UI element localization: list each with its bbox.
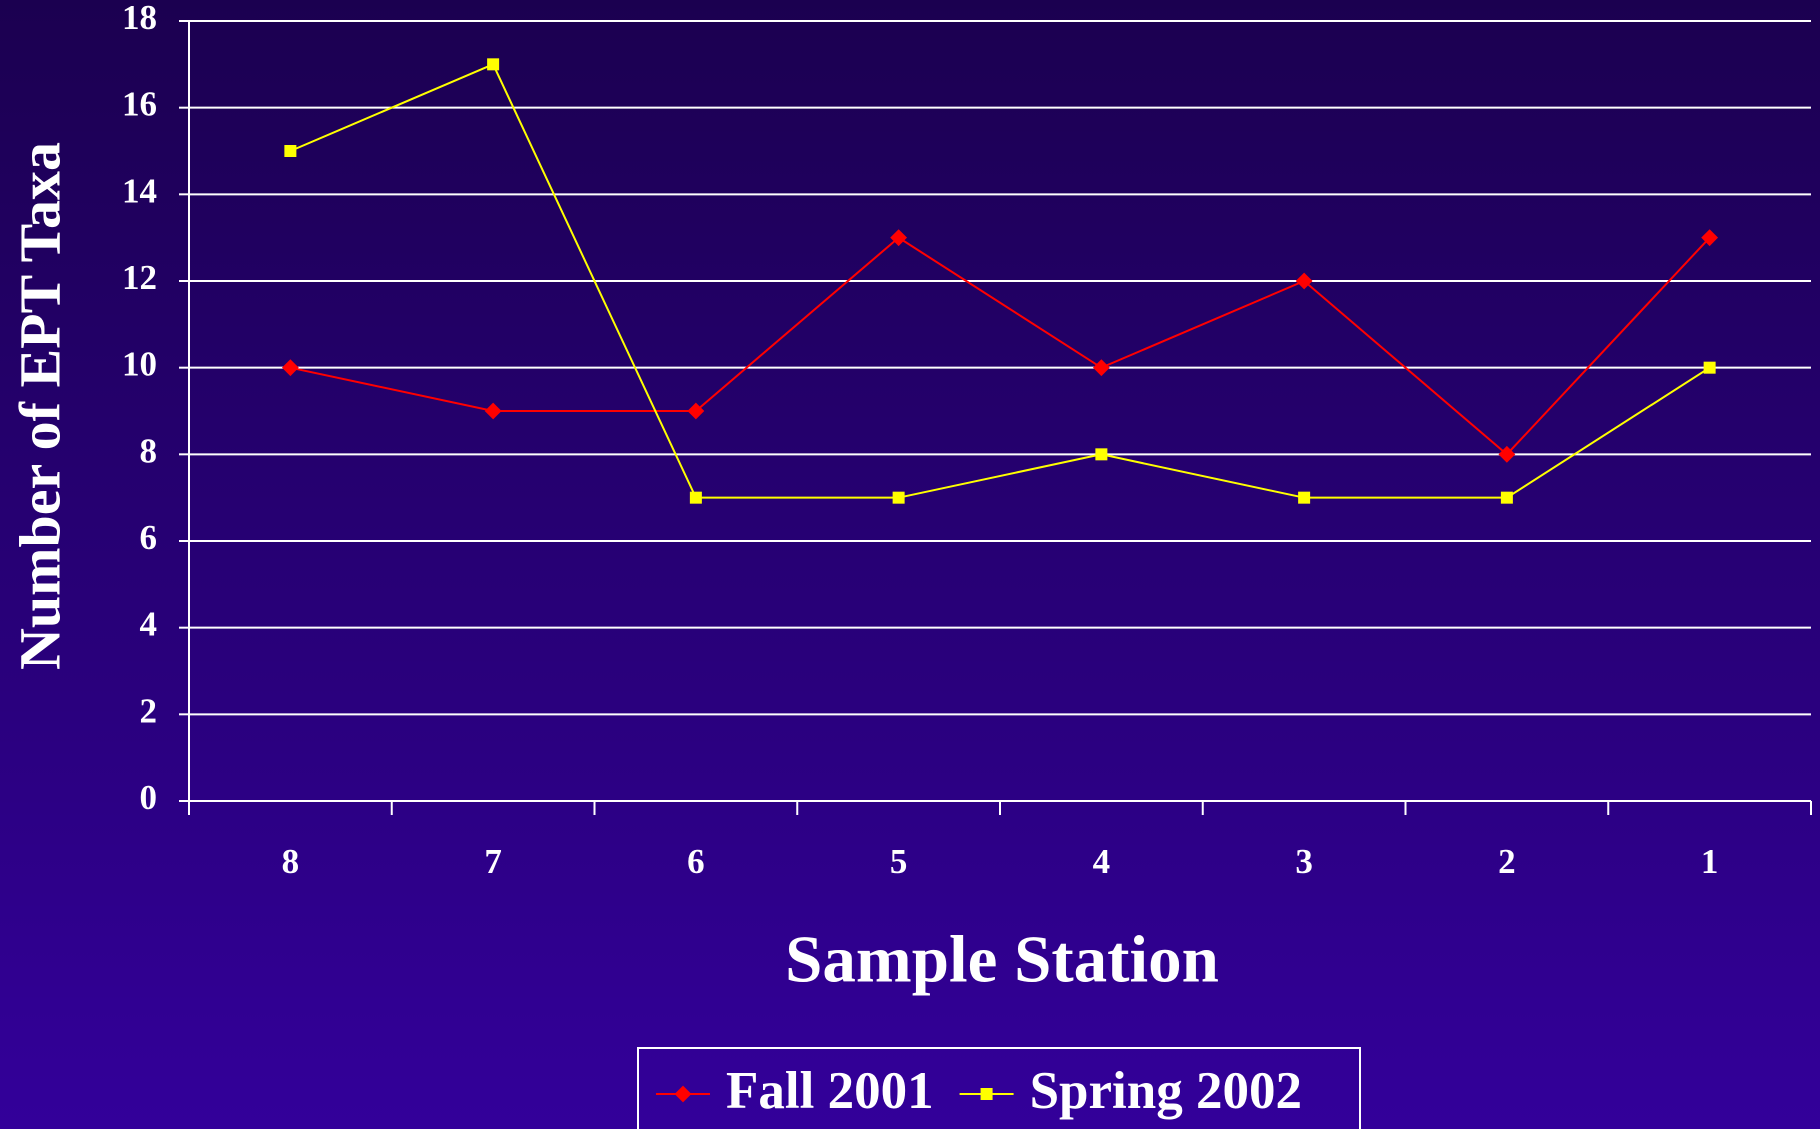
legend-box	[637, 1047, 1361, 1129]
data-point	[1701, 229, 1719, 247]
x-tick-label: 4	[1093, 842, 1111, 881]
y-tick-label: 16	[122, 85, 157, 124]
data-point	[1095, 448, 1108, 461]
data-point	[1295, 272, 1313, 290]
data-point	[487, 58, 500, 71]
data-point	[1092, 359, 1110, 377]
data-point	[689, 491, 702, 504]
y-tick-label: 4	[140, 605, 158, 644]
data-point	[892, 491, 905, 504]
y-tick-label: 8	[140, 431, 158, 470]
legend-marker	[980, 1088, 993, 1100]
data-point	[1500, 491, 1513, 504]
legend-label: Fall 2001	[726, 1062, 934, 1120]
data-point	[890, 229, 908, 247]
y-tick-label: 6	[140, 518, 158, 557]
data-point	[1298, 491, 1311, 504]
x-tick-label: 2	[1498, 842, 1516, 881]
y-tick-label: 0	[140, 778, 158, 817]
legend-marker	[674, 1085, 692, 1103]
data-point	[1703, 361, 1716, 374]
x-tick-label: 7	[484, 842, 502, 881]
x-tick-label: 1	[1701, 842, 1719, 881]
y-tick-label: 18	[122, 0, 157, 37]
y-tick-label: 2	[140, 691, 158, 730]
series-line	[290, 236, 1711, 456]
legend-label: Spring 2002	[1030, 1062, 1302, 1120]
data-point	[284, 145, 297, 157]
series-line	[289, 63, 1711, 499]
x-axis-title: Sample Station	[785, 922, 1219, 996]
y-tick-label: 12	[122, 258, 157, 297]
data-point	[484, 402, 502, 420]
data-point	[687, 402, 705, 420]
y-tick-label: 10	[122, 345, 157, 384]
y-axis-title: Number of EPT Taxa	[7, 142, 72, 670]
y-tick-label: 14	[122, 171, 157, 210]
x-tick-label: 6	[687, 842, 705, 881]
x-tick-label: 3	[1295, 842, 1313, 881]
data-point	[1498, 445, 1516, 463]
data-point	[281, 359, 299, 377]
x-tick-label: 8	[282, 842, 300, 881]
x-tick-label: 5	[890, 842, 908, 881]
